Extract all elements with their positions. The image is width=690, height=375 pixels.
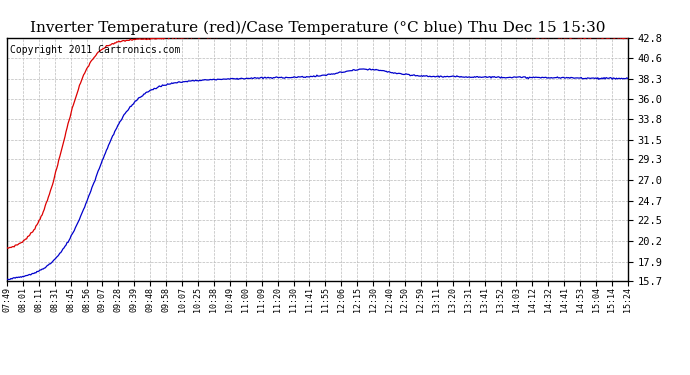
Text: Copyright 2011 Cartronics.com: Copyright 2011 Cartronics.com [10,45,180,55]
Title: Inverter Temperature (red)/Case Temperature (°C blue) Thu Dec 15 15:30: Inverter Temperature (red)/Case Temperat… [30,21,605,35]
